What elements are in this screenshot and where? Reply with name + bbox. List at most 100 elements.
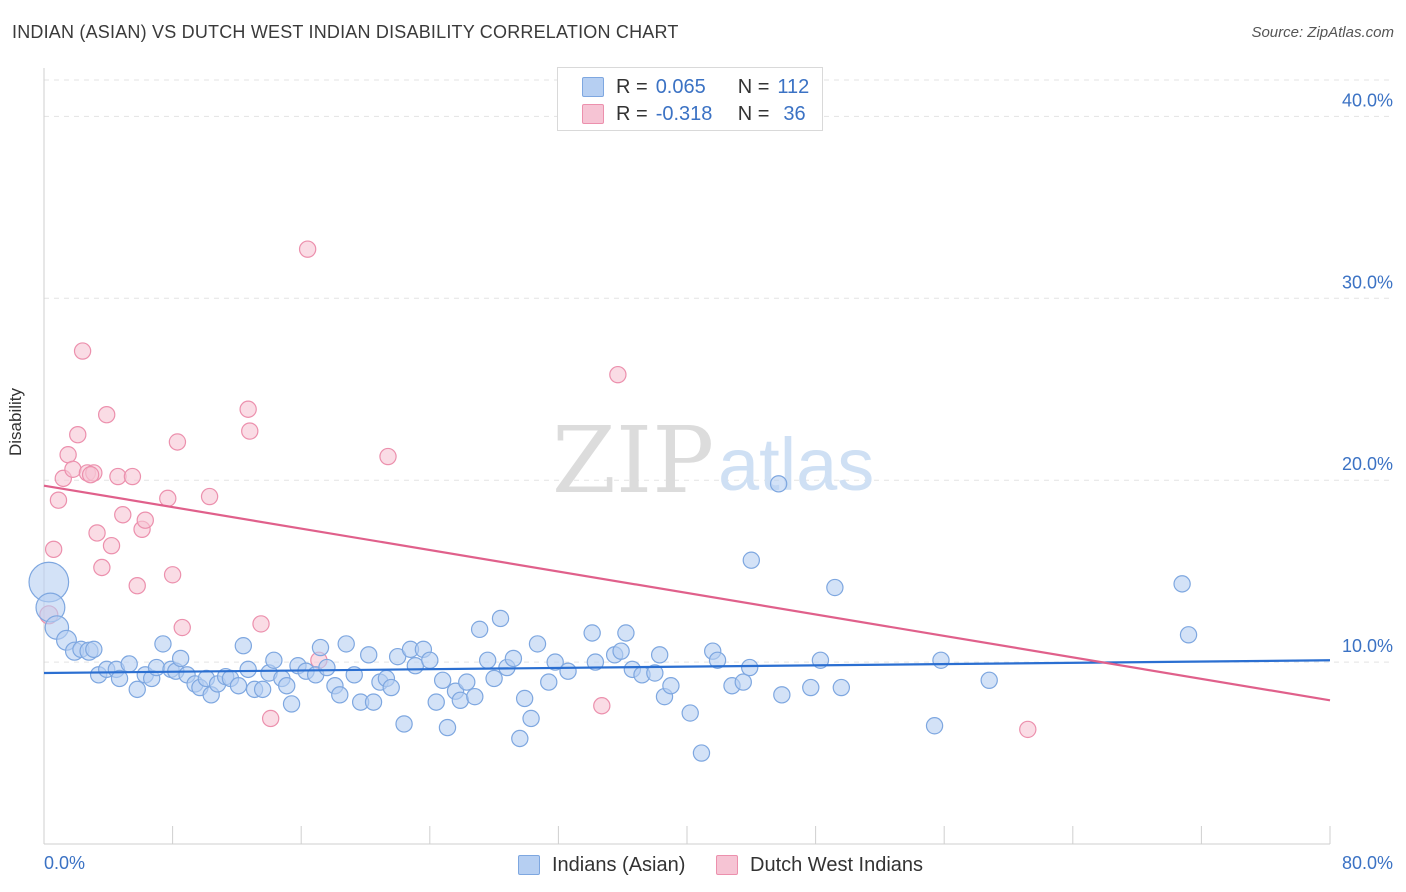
indians-point	[583, 624, 601, 642]
n-label: N =	[737, 102, 770, 125]
legend-label: Indians (Asian)	[552, 853, 686, 876]
dutch-west-indians-point	[239, 400, 257, 418]
indians-point	[546, 653, 564, 671]
dutch-west-indians-point	[1019, 720, 1037, 739]
indians-point	[586, 653, 605, 671]
legend-label: Dutch West Indians	[750, 853, 924, 876]
indians-point	[980, 671, 998, 689]
indians-point	[470, 620, 489, 639]
dutch-west-indians-point	[200, 487, 219, 506]
indians-point	[406, 657, 425, 675]
indians-point	[662, 677, 680, 695]
dutch-west-indians-point	[379, 447, 397, 466]
indians-point	[458, 673, 476, 691]
blue-swatch-icon	[518, 855, 540, 875]
trend-lines	[43, 484, 1331, 702]
indians-point	[128, 680, 146, 699]
indians-point	[692, 744, 711, 762]
n-label: N =	[737, 75, 770, 98]
dutch-west-indians-point	[81, 466, 100, 484]
indians-point	[826, 578, 844, 597]
pink-swatch-icon	[582, 104, 604, 124]
indians-point	[171, 649, 190, 668]
indians-point	[421, 651, 439, 669]
indians-point	[734, 673, 752, 691]
dutch-west-indians-point	[136, 511, 154, 529]
dutch-west-indians-point	[64, 460, 82, 478]
dutch-west-indians-point	[123, 467, 142, 486]
indians-point	[617, 624, 635, 642]
indians-point	[932, 651, 950, 669]
dutch-west-indians-point	[241, 422, 259, 440]
indians-point	[740, 658, 759, 677]
indians-point	[540, 673, 558, 691]
indians-point	[491, 609, 510, 628]
watermark-atlas: atlas	[718, 423, 874, 506]
y-axis-label: Disability	[6, 387, 25, 456]
indians-point	[769, 475, 788, 493]
indians-point	[742, 551, 761, 569]
dutch-west-indians-point	[109, 467, 127, 486]
indians-point	[278, 677, 296, 695]
indians-point	[229, 677, 248, 695]
indians-point	[147, 658, 166, 677]
indians-point	[395, 715, 413, 733]
indians-point	[1173, 575, 1191, 593]
dutch-west-indians-point	[261, 709, 280, 728]
indians-point	[925, 717, 944, 735]
indians-point	[528, 635, 547, 653]
indians-point	[612, 642, 630, 660]
indians-point	[239, 660, 257, 679]
dutch-west-indians-point	[88, 524, 106, 542]
dutch-west-indians-point	[69, 426, 87, 444]
indians-point	[253, 680, 272, 699]
source-credit: Source: ZipAtlas.com	[1251, 24, 1394, 41]
indians-point	[802, 678, 820, 697]
indians-point	[511, 729, 529, 748]
tick-labels: 10.0% 20.0% 30.0% 40.0% 0.0% 80.0%	[44, 90, 1393, 873]
trend-line-dutch-west-indians	[43, 484, 1331, 702]
x-tick-label: 80.0%	[1342, 853, 1393, 873]
correlation-stats-box: R = 0.065 N = 112 R = -0.318 N = 36	[557, 67, 823, 131]
y-tick-label: 30.0%	[1342, 272, 1393, 292]
indians-point	[646, 664, 664, 682]
grid-lines	[44, 79, 1394, 663]
dutch-west-indians-point	[168, 433, 187, 451]
series-dutch-west-indians	[39, 240, 1037, 739]
indians-point	[282, 695, 301, 713]
stats-row-dutch-west-indians: R = -0.318 N = 36	[582, 101, 806, 127]
dutch-west-indians-point	[73, 342, 92, 360]
indians-point	[522, 709, 540, 728]
dutch-west-indians-point	[163, 566, 182, 584]
indians-point	[318, 658, 336, 677]
indians-point	[466, 687, 484, 706]
indians-point	[681, 704, 699, 722]
dutch-west-indians-point	[252, 615, 270, 633]
dutch-west-indians-point	[159, 489, 177, 508]
watermark: ZIP atlas	[552, 407, 874, 514]
indians-point	[832, 678, 851, 697]
dutch-west-indians-point	[298, 240, 317, 258]
dutch-west-indians-point	[59, 446, 77, 464]
y-tick-label: 10.0%	[1342, 636, 1393, 656]
y-tick-label: 40.0%	[1342, 90, 1393, 110]
chart-title: INDIAN (ASIAN) VS DUTCH WEST INDIAN DISA…	[12, 22, 679, 42]
indians-point	[85, 640, 103, 659]
y-tick-label: 20.0%	[1342, 454, 1393, 474]
indians-point	[234, 637, 253, 655]
indians-point	[360, 646, 378, 664]
indians-point	[559, 662, 577, 680]
indians-point	[154, 635, 172, 653]
indians-point	[438, 718, 457, 737]
indians-point	[478, 651, 497, 669]
r-label: R =	[616, 102, 648, 125]
trend-line-indians	[43, 659, 1331, 675]
dutch-west-indians-point	[128, 576, 146, 595]
indians-point	[311, 638, 330, 657]
r-label: R =	[616, 75, 648, 98]
indians-point	[485, 669, 503, 688]
indians-point	[337, 635, 355, 653]
dutch-west-indians-point	[114, 506, 132, 524]
x-tick-label: 0.0%	[44, 853, 85, 873]
